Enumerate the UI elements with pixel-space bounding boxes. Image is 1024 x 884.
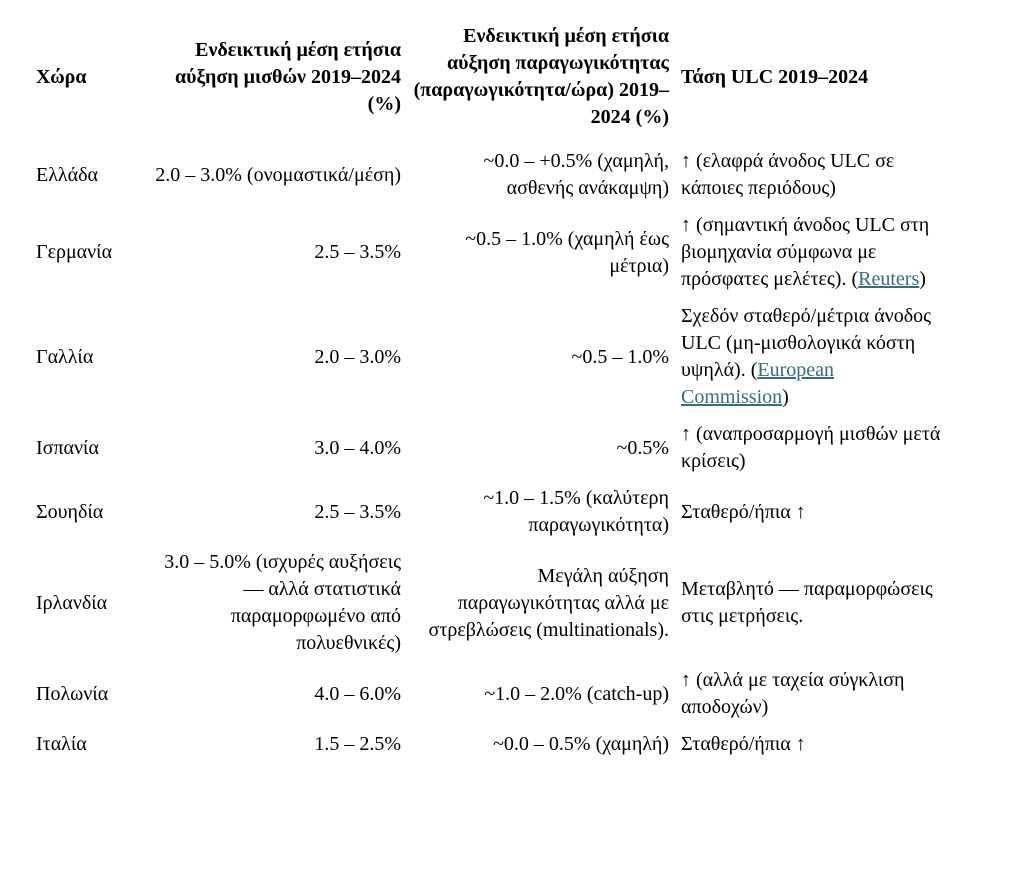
wage-cell: 1.5 – 2.5%	[314, 733, 401, 755]
ulc-trend-cell: Σταθερό/ήπια ↑	[675, 726, 947, 763]
country-cell: Γερμανία	[36, 241, 113, 263]
table-row-greece: Ελλάδα 2.0 – 3.0% (ονομαστικά/μέση) ~0.0…	[30, 143, 947, 207]
productivity-cell: ~0.5 – 1.0%	[571, 345, 669, 368]
table-row-spain: Ισπανία 3.0 – 4.0% ~0.5% ↑ (αναπροσαρμογ…	[30, 416, 947, 480]
wage-cell: 2.0 – 3.0%	[314, 345, 401, 368]
wage-cell: 2.5 – 3.5%	[314, 500, 401, 523]
ulc-trend-cell: ↑ (σημαντική άνοδος ULC στη βιομηχανία σ…	[675, 207, 947, 298]
wage-cell: 2.5 – 3.5%	[314, 241, 401, 263]
productivity-cell: ~0.5%	[616, 436, 669, 459]
comparison-table: Χώρα Ενδεικτική μέση ετήσια αύξηση μισθώ…	[30, 18, 947, 763]
ulc-trend-cell: ↑ (ελαφρά άνοδος ULC σε κάποιες περιόδου…	[675, 143, 947, 207]
trend-text: ↑ (αλλά με ταχεία σύγκλιση αποδοχών)	[681, 669, 905, 718]
country-cell: Πολωνία	[36, 682, 109, 705]
ulc-trend-cell: ↑ (αλλά με ταχεία σύγκλιση αποδοχών)	[675, 662, 947, 726]
trend-text: ↑ (ελαφρά άνοδος ULC σε κάποιες περιόδου…	[681, 150, 895, 199]
country-cell: Ελλάδα	[36, 163, 98, 186]
wage-cell: 3.0 – 4.0%	[314, 436, 401, 459]
ulc-trend-cell: Σταθερό/ήπια ↑	[675, 480, 947, 544]
table-row-ireland: Ιρλανδία 3.0 – 5.0% (ισχυρές αυξήσεις — …	[30, 544, 947, 662]
trend-text: Σταθερό/ήπια ↑	[681, 733, 806, 755]
country-cell: Ισπανία	[36, 436, 99, 459]
wage-cell: 4.0 – 6.0%	[314, 682, 401, 705]
ulc-trend-cell: Μεταβλητό — παραμορφώσεις στις μετρήσεις…	[675, 544, 947, 662]
country-cell: Ιρλανδία	[36, 591, 108, 614]
country-cell: Ιταλία	[36, 733, 87, 755]
table-body: Ελλάδα 2.0 – 3.0% (ονομαστικά/μέση) ~0.0…	[30, 143, 947, 763]
trend-text: Μεταβλητό — παραμορφώσεις στις μετρήσεις…	[681, 578, 933, 627]
table-row-poland: Πολωνία 4.0 – 6.0% ~1.0 – 2.0% (catch-up…	[30, 662, 947, 726]
trend-text: Σχεδόν σταθερό/μέτρια άνοδος ULC (μη-μισ…	[681, 305, 932, 381]
column-header-ulc-trend: Τάση ULC 2019–2024	[681, 65, 869, 88]
wage-cell: 2.0 – 3.0% (ονομαστικά/μέση)	[155, 163, 401, 186]
table-row-france: Γαλλία 2.0 – 3.0% ~0.5 – 1.0% Σχεδόν στα…	[30, 298, 947, 416]
trend-text: ↑ (αναπροσαρμογή μισθών μετά κρίσεις)	[681, 423, 941, 472]
column-header-country: Χώρα	[36, 65, 87, 88]
productivity-cell: ~1.0 – 2.0% (catch-up)	[484, 682, 669, 705]
table-header: Χώρα Ενδεικτική μέση ετήσια αύξηση μισθώ…	[30, 18, 947, 143]
wage-cell: 3.0 – 5.0% (ισχυρές αυξήσεις — αλλά στατ…	[164, 551, 401, 654]
source-link-reuters[interactable]: Reuters	[858, 268, 920, 290]
column-header-productivity-growth: Ενδεικτική μέση ετήσια αύξηση παραγωγικό…	[413, 25, 669, 128]
table-row-italy: Ιταλία 1.5 – 2.5% ~0.0 – 0.5% (χαμηλή) Σ…	[30, 726, 947, 763]
header-row: Χώρα Ενδεικτική μέση ετήσια αύξηση μισθώ…	[30, 18, 947, 143]
productivity-cell: ~1.0 – 1.5% (καλύτερη παραγωγικότητα)	[483, 487, 669, 536]
trend-text: ↑ (σημαντική άνοδος ULC στη βιομηχανία σ…	[681, 214, 930, 290]
table-row-sweden: Σουηδία 2.5 – 3.5% ~1.0 – 1.5% (καλύτερη…	[30, 480, 947, 544]
productivity-cell: ~0.0 – +0.5% (χαμηλή, ασθενής ανάκαμψη)	[483, 150, 670, 199]
productivity-cell: ~0.5 – 1.0% (χαμηλή έως μέτρια)	[465, 227, 669, 277]
productivity-cell: ~0.0 – 0.5% (χαμηλή)	[493, 733, 669, 755]
ulc-trend-cell: Σχεδόν σταθερό/μέτρια άνοδος ULC (μη-μισ…	[675, 298, 947, 416]
country-cell: Σουηδία	[36, 500, 104, 523]
column-header-wage-growth: Ενδεικτική μέση ετήσια αύξηση μισθών 201…	[174, 38, 401, 115]
table-row-germany: Γερμανία 2.5 – 3.5% ~0.5 – 1.0% (χαμηλή …	[30, 207, 947, 298]
ulc-trend-cell: ↑ (αναπροσαρμογή μισθών μετά κρίσεις)	[675, 416, 947, 480]
source-link-european-commission[interactable]: European Commission	[681, 359, 835, 408]
productivity-cell: Μεγάλη αύξηση παραγωγικότητας αλλά με στ…	[428, 564, 669, 641]
trend-text-after: )	[919, 268, 926, 290]
trend-text-after: )	[782, 386, 789, 408]
country-cell: Γαλλία	[36, 345, 94, 368]
trend-text: Σταθερό/ήπια ↑	[681, 500, 806, 523]
